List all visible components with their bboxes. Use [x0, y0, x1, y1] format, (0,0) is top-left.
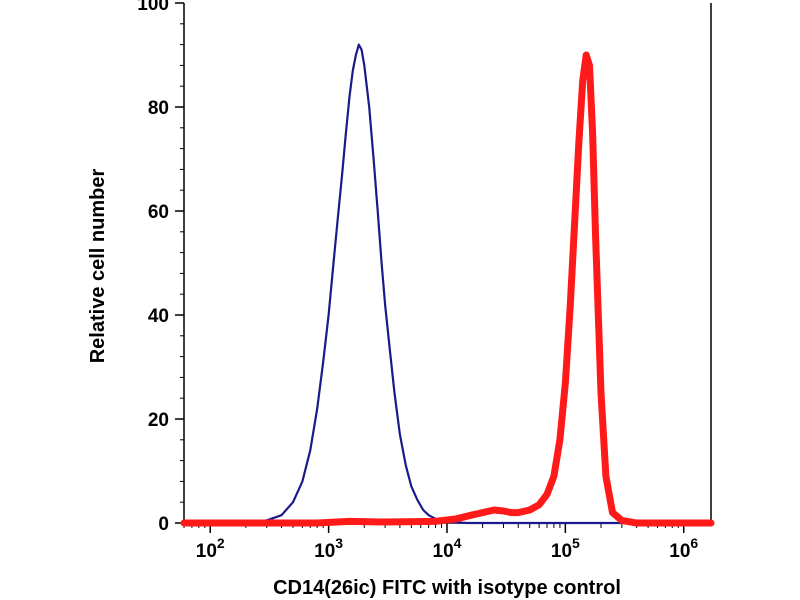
- y-axis-title: Relative cell number: [87, 169, 109, 364]
- y-tick-label: 100: [137, 0, 169, 15]
- x-tick-label: 106: [669, 535, 698, 562]
- y-axis-ticks: 0 20 40 60 80 100: [137, 0, 184, 535]
- y-tick-label: 20: [148, 410, 169, 431]
- x-tick-label: 103: [314, 535, 343, 562]
- x-axis-title: CD14(26ic) FITC with isotype control: [273, 577, 621, 599]
- y-tick-label: 60: [148, 202, 169, 223]
- cd14-fitc-line: [180, 51, 715, 527]
- y-minor-ticks: [180, 23, 184, 503]
- x-tick-label: 104: [433, 535, 462, 562]
- x-tick-label: 102: [196, 535, 225, 562]
- x-tick-label: 105: [551, 535, 580, 562]
- plot-frame: [183, 3, 712, 524]
- y-tick-label: 0: [158, 514, 169, 535]
- y-tick-label: 80: [148, 98, 169, 119]
- x-axis-ticks: 102 103 104 105 106: [196, 523, 698, 562]
- isotype-control-line: [182, 43, 713, 525]
- y-tick-label: 40: [148, 306, 169, 327]
- series-lines: [180, 43, 715, 527]
